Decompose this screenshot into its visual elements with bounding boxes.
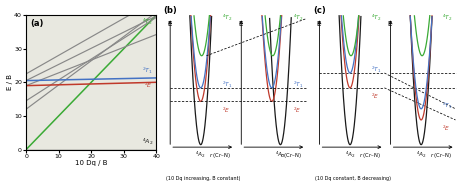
Text: $^4T_2$: $^4T_2$ — [442, 13, 453, 23]
Text: $r$ (Cr–N): $r$ (Cr–N) — [281, 151, 302, 160]
Text: $^2E$: $^2E$ — [222, 105, 230, 115]
Text: (a): (a) — [30, 19, 43, 28]
Text: $^4T_2$: $^4T_2$ — [293, 13, 303, 23]
Text: $^2T_1$: $^2T_1$ — [442, 100, 453, 111]
Text: $^2T_1$: $^2T_1$ — [142, 65, 153, 76]
Text: (10 Dq constant, B decreasing): (10 Dq constant, B decreasing) — [315, 176, 391, 180]
Text: $^4T_2$: $^4T_2$ — [371, 13, 382, 23]
Text: $^2E$: $^2E$ — [293, 105, 301, 115]
Text: (b): (b) — [164, 6, 177, 15]
Text: $^2T_1$: $^2T_1$ — [371, 65, 382, 75]
Text: E: E — [167, 21, 172, 27]
Text: $^4A_2$: $^4A_2$ — [142, 137, 153, 147]
Text: $r$ (Cr–N): $r$ (Cr–N) — [359, 151, 381, 160]
Text: $^2T_1$: $^2T_1$ — [222, 79, 232, 90]
X-axis label: 10 Dq / B: 10 Dq / B — [75, 160, 108, 166]
Text: $^4A_2$: $^4A_2$ — [416, 150, 427, 160]
Text: $r$ (Cr–N): $r$ (Cr–N) — [430, 151, 452, 160]
Text: (c): (c) — [313, 6, 326, 15]
Text: $^4A_2$: $^4A_2$ — [275, 150, 286, 160]
Text: $^4A_2$: $^4A_2$ — [345, 150, 356, 160]
Text: $r$ (Cr–N): $r$ (Cr–N) — [210, 151, 231, 160]
Text: E: E — [387, 21, 392, 27]
Text: (10 Dq increasing, B constant): (10 Dq increasing, B constant) — [166, 176, 240, 180]
Text: $^4T_2$: $^4T_2$ — [142, 17, 153, 27]
Text: E: E — [238, 21, 243, 27]
Text: $^2T_1$: $^2T_1$ — [293, 79, 303, 90]
Text: $^4T_2$: $^4T_2$ — [222, 13, 232, 23]
Text: $^4A_2$: $^4A_2$ — [195, 150, 206, 160]
Text: $^2E$: $^2E$ — [144, 81, 153, 90]
Text: $^2E$: $^2E$ — [442, 124, 451, 133]
Text: $^2E$: $^2E$ — [371, 92, 380, 101]
Text: E: E — [316, 21, 321, 27]
Y-axis label: E / B: E / B — [7, 74, 13, 90]
